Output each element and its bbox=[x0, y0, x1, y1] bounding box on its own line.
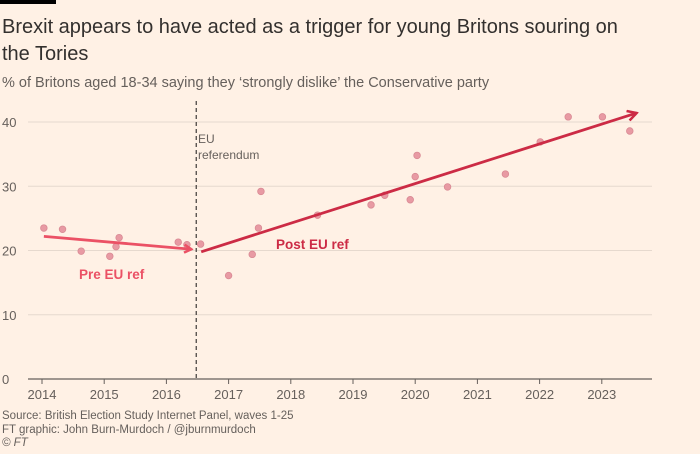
data-point bbox=[564, 113, 572, 121]
copyright-note: © FT bbox=[2, 437, 28, 449]
referendum-label-line1: EU bbox=[198, 132, 215, 146]
ft-brand-bar bbox=[0, 0, 56, 4]
x-tick-label: 2016 bbox=[152, 387, 181, 402]
x-tick-label: 2019 bbox=[339, 387, 368, 402]
x-tick-label: 2020 bbox=[401, 387, 430, 402]
x-tick-label: 2023 bbox=[587, 387, 616, 402]
y-tick-label: 40 bbox=[2, 115, 16, 130]
data-point bbox=[115, 233, 123, 242]
y-tick-label: 0 bbox=[2, 372, 9, 387]
data-point bbox=[254, 224, 263, 232]
data-point bbox=[367, 201, 375, 209]
x-tick-label: 2018 bbox=[276, 387, 305, 402]
y-tick-label: 30 bbox=[2, 179, 16, 194]
pre-eu-ref-trend-arrow bbox=[43, 234, 191, 249]
data-point bbox=[106, 252, 114, 260]
post-eu-ref-label: Post EU ref bbox=[276, 237, 349, 252]
y-tick-label: 10 bbox=[2, 308, 16, 323]
footer: Source: British Election Study Internet … bbox=[2, 410, 294, 451]
source-note: Source: British Election Study Internet … bbox=[2, 410, 294, 422]
pre-eu-ref-label: Pre EU ref bbox=[79, 267, 145, 282]
data-point bbox=[183, 241, 191, 249]
data-point bbox=[224, 271, 233, 280]
x-tick-label: 2021 bbox=[463, 387, 492, 402]
data-point bbox=[58, 225, 67, 233]
data-point bbox=[598, 113, 607, 121]
data-point bbox=[443, 183, 452, 191]
data-point bbox=[112, 242, 120, 251]
chart-subtitle: % of Britons aged 18-34 saying they ‘str… bbox=[2, 75, 490, 91]
data-point bbox=[196, 240, 205, 248]
x-tick-label: 2015 bbox=[90, 387, 119, 402]
data-point bbox=[40, 224, 48, 232]
x-tick-label: 2022 bbox=[525, 387, 554, 402]
data-point bbox=[413, 151, 421, 160]
post-eu-ref-trend-arrow bbox=[200, 113, 636, 254]
data-point bbox=[411, 172, 419, 181]
x-tick-label: 2017 bbox=[214, 387, 243, 402]
x-tick-label: 2014 bbox=[28, 387, 57, 402]
y-tick-label: 20 bbox=[2, 244, 16, 259]
data-point bbox=[406, 196, 414, 204]
chart-title: Brexit appears to have acted as a trigge… bbox=[2, 16, 618, 65]
data-point bbox=[626, 127, 634, 135]
referendum-label-line2: referendum bbox=[198, 148, 259, 162]
data-point bbox=[257, 187, 265, 196]
data-point bbox=[501, 170, 510, 178]
data-point bbox=[77, 247, 85, 255]
data-point bbox=[174, 238, 182, 246]
credit-note: FT graphic: John Burn-Murdoch / @jburnmu… bbox=[2, 423, 256, 436]
data-point bbox=[248, 250, 256, 259]
